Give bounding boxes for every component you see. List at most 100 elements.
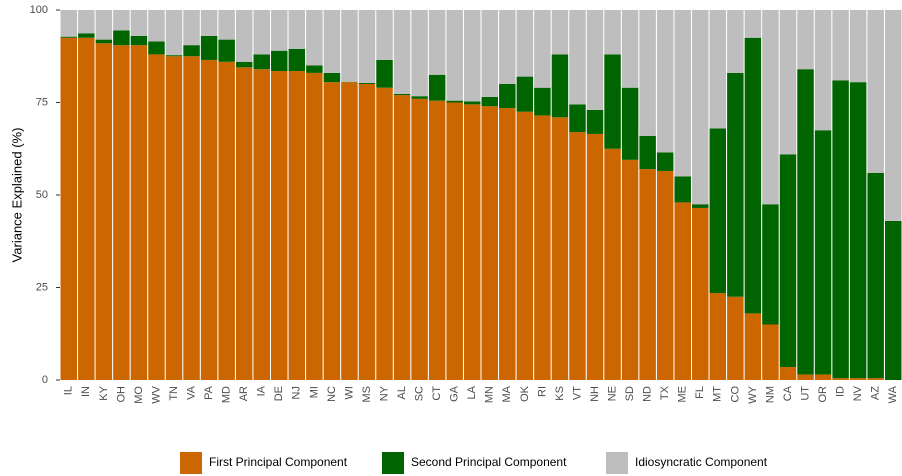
x-tick-label: CT xyxy=(431,386,443,401)
bar-segment xyxy=(692,10,709,205)
bar-segment xyxy=(709,293,727,380)
bar-segment xyxy=(428,10,446,75)
bar-segment xyxy=(288,10,306,49)
bar-segment xyxy=(271,10,288,51)
bar-segment xyxy=(534,87,551,116)
bar-segment xyxy=(762,204,779,325)
bar-segment xyxy=(867,10,884,173)
bar-segment xyxy=(306,72,323,381)
x-tick-label: NJ xyxy=(291,386,303,399)
x-tick-label: TX xyxy=(659,385,671,400)
bar-segment xyxy=(78,10,95,34)
bar-segment xyxy=(849,82,867,379)
x-tick-label: TN xyxy=(168,386,180,401)
bar-segment xyxy=(95,43,113,381)
x-tick-label: ID xyxy=(835,386,847,397)
y-tick-label: 0 xyxy=(42,374,48,386)
bar-segment xyxy=(78,33,95,38)
x-tick-label: NM xyxy=(764,386,776,403)
bar-segment xyxy=(235,67,253,380)
x-tick-label: WY xyxy=(747,385,759,403)
bar-segment xyxy=(60,37,78,380)
legend-swatch xyxy=(606,452,628,474)
bar-segment xyxy=(306,10,323,66)
bar-segment xyxy=(674,202,691,380)
bar-segment xyxy=(499,10,516,84)
bar-segment xyxy=(849,378,867,380)
bar-segment xyxy=(411,98,428,381)
bar-segment xyxy=(253,10,270,55)
bar-segment xyxy=(814,374,832,380)
bar-segment xyxy=(639,10,656,136)
x-tick-label: OK xyxy=(519,385,531,402)
bar-segment xyxy=(130,35,148,46)
bar-segment xyxy=(674,10,691,177)
x-tick-label: VA xyxy=(185,385,197,400)
x-tick-label: CA xyxy=(782,385,794,401)
bar-segment xyxy=(534,115,551,380)
bar-segment xyxy=(709,128,727,294)
bar-segment xyxy=(393,93,411,96)
bar-segment xyxy=(586,133,604,380)
x-tick-label: NE xyxy=(606,386,618,401)
bar-segment xyxy=(148,54,165,381)
bar-segment xyxy=(463,10,481,102)
bar-segment xyxy=(762,10,779,205)
x-tick-label: ND xyxy=(642,386,654,402)
bar-segment xyxy=(113,45,130,381)
x-tick-label: UT xyxy=(799,386,811,401)
x-tick-label: OR xyxy=(817,386,829,403)
y-axis-label: Variance Explained (%) xyxy=(9,128,24,263)
x-tick-label: IN xyxy=(80,386,92,397)
bar-segment xyxy=(551,54,569,118)
bar-segment xyxy=(165,10,183,56)
bar-segment xyxy=(323,82,341,381)
bar-segment xyxy=(867,172,884,379)
bar-segment xyxy=(516,10,534,77)
x-tick-label: FL xyxy=(694,386,706,399)
bar-segment xyxy=(656,10,674,153)
x-tick-label: AR xyxy=(238,386,250,401)
bar-segment xyxy=(797,374,814,380)
x-tick-label: WV xyxy=(150,385,162,403)
bar-segment xyxy=(271,50,288,72)
bar-segment xyxy=(428,74,446,101)
bar-segment xyxy=(323,72,341,83)
x-tick-label: NH xyxy=(589,386,601,402)
bar-segment xyxy=(709,10,727,129)
bar-segment xyxy=(621,87,639,160)
bar-segment xyxy=(463,104,481,380)
bar-segment xyxy=(446,102,463,380)
bar-segment xyxy=(674,176,691,203)
x-tick-label: OH xyxy=(115,386,127,403)
x-tick-label: MT xyxy=(712,386,724,402)
legend-label: Second Principal Component xyxy=(411,455,567,469)
x-tick-label: NV xyxy=(852,385,864,401)
bar-segment xyxy=(235,61,253,68)
bar-segment xyxy=(516,76,534,112)
y-tick-label: 75 xyxy=(36,96,48,108)
bar-segment xyxy=(341,10,358,82)
bar-segment xyxy=(499,108,516,381)
bar-segment xyxy=(376,87,393,380)
bar-segment xyxy=(446,10,463,101)
bar-segment xyxy=(744,10,762,38)
bar-segment xyxy=(814,10,832,131)
bar-segment xyxy=(692,204,709,208)
bar-segment xyxy=(832,80,849,379)
bar-segment xyxy=(569,132,586,380)
bar-segment xyxy=(358,82,376,84)
bar-segment xyxy=(288,71,306,381)
bar-segment xyxy=(393,95,411,380)
bar-segment xyxy=(481,10,499,97)
bar-segment xyxy=(60,10,78,37)
bar-segment xyxy=(779,367,797,380)
x-tick-label: MO xyxy=(133,386,145,404)
bar-segment xyxy=(393,10,411,94)
x-tick-label: WI xyxy=(343,386,355,399)
bar-segment xyxy=(218,61,235,381)
legend-label: First Principal Component xyxy=(209,455,348,469)
x-tick-label: NC xyxy=(326,386,338,402)
bar-segment xyxy=(411,96,428,99)
